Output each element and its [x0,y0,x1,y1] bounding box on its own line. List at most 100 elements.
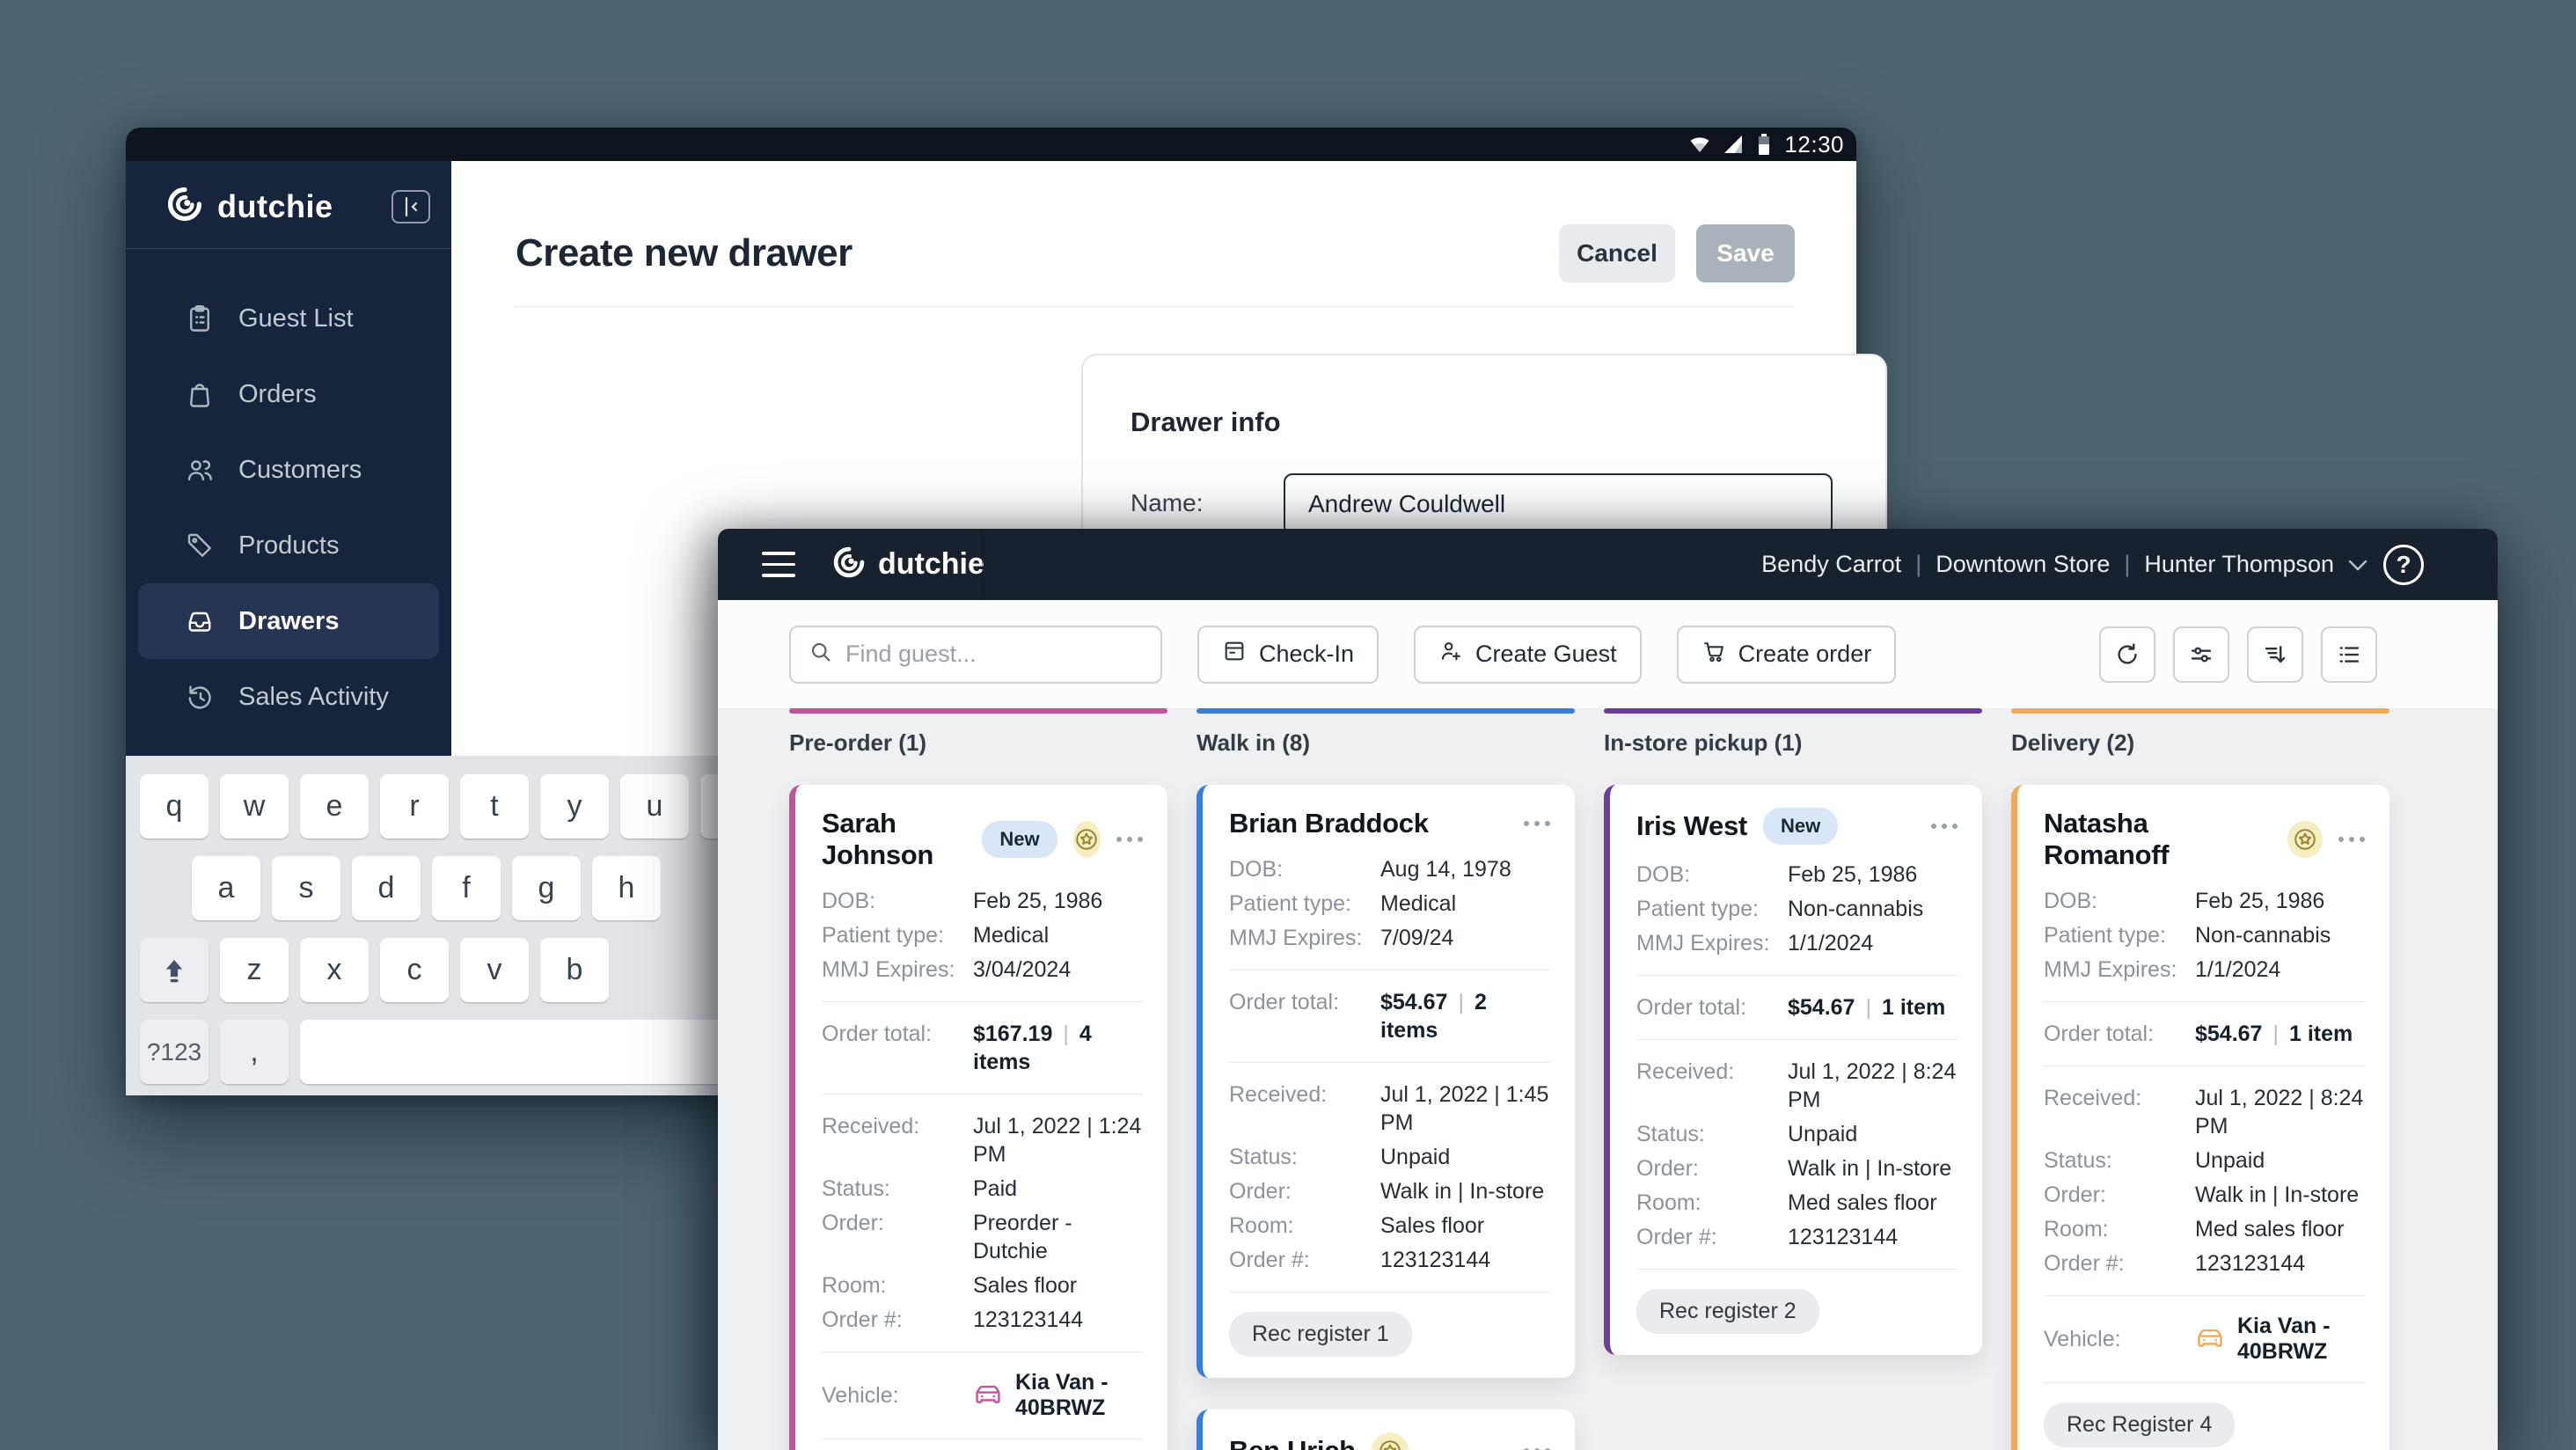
key-r[interactable]: r [380,774,449,839]
key-e[interactable]: e [300,774,369,839]
users-icon [184,454,216,486]
space-key[interactable] [300,1020,757,1084]
guest-field-row: MMJ Expires: 1/1/2024 [2044,956,2365,984]
wifi-icon [1689,135,1710,153]
sidebar-item-customers[interactable]: Customers [138,432,439,508]
field-value: Feb 25, 1986 [973,889,1103,913]
key-t[interactable]: t [460,774,529,839]
create-guest-button[interactable]: Create Guest [1414,625,1642,684]
guest-field-row: Room: Sales floor [822,1271,1143,1300]
sidebar-item-guest-list[interactable]: Guest List [138,281,439,356]
field-value: Feb 25, 1986 [2195,889,2325,913]
key-z[interactable]: z [220,938,289,1002]
help-icon[interactable]: ? [2383,544,2424,585]
page-title: Create new drawer [516,231,853,275]
order-total-value: $54.67 | 1 item [2195,1022,2353,1046]
key-g[interactable]: g [512,856,581,920]
field-label: Order #: [1636,1225,1717,1249]
queue-column-2: Walk in (8) Brian Braddock DOB: Aug 14, 197… [1197,708,1575,1450]
key-c[interactable]: c [380,938,449,1002]
key-b[interactable]: b [540,938,609,1002]
field-value: Jul 1, 2022 | 1:45 PM [1380,1082,1549,1135]
account-breadcrumb[interactable]: Bendy Carrot | Downtown Store | Hunter T… [1761,551,2367,578]
card-menu-icon[interactable] [1524,1448,1550,1450]
card-menu-icon[interactable] [2338,837,2365,842]
shift-icon[interactable] [140,938,209,1002]
check-in-button[interactable]: Check-In [1197,625,1379,684]
key-h[interactable]: h [592,856,661,920]
key-a[interactable]: a [192,856,260,920]
field-label: MMJ Expires: [822,957,955,982]
create-order-button[interactable]: Create order [1676,625,1897,684]
symbols-key[interactable]: ?123 [140,1020,209,1084]
key-w[interactable]: w [220,774,289,839]
list-view-icon[interactable] [2321,626,2377,683]
key-x[interactable]: x [300,938,369,1002]
key-y[interactable]: y [540,774,609,839]
refresh-icon[interactable] [2099,626,2155,683]
register-pill[interactable]: Rec register 1 [1229,1312,1412,1357]
toolbar-icon-group [2099,626,2377,683]
key-s[interactable]: s [272,856,340,920]
card-divider [2044,1295,2365,1296]
field-value: Non-cannabis [2195,923,2331,948]
guest-card[interactable]: Iris West New DOB: Feb 25, 1986 Patient type… [1604,785,1982,1355]
guest-field-row: Status: Unpaid [1229,1143,1550,1171]
card-menu-icon[interactable] [1524,821,1550,826]
key-v[interactable]: v [460,938,529,1002]
save-button[interactable]: Save [1696,224,1795,282]
vehicle-text: Kia Van - 40BRWZ [2237,1314,2331,1364]
key-u[interactable]: u [620,774,689,839]
guest-card[interactable]: Natasha Romanoff DOB: Feb 25, 1986 Patient … [2011,785,2389,1450]
sidebar-item-sales-activity[interactable]: Sales Activity [138,659,439,735]
drawer-icon [184,605,216,637]
guest-card-header: Natasha Romanoff [2044,808,2365,871]
field-label: Received: [2044,1086,2142,1110]
header-divider [982,529,983,600]
key-d[interactable]: d [352,856,421,920]
drawer-name-input[interactable] [1284,473,1833,535]
pos-window: dutchie Bendy Carrot | Downtown Store | … [718,529,2498,1450]
sidebar-item-orders[interactable]: Orders [138,356,439,432]
guest-search[interactable] [789,625,1162,684]
field-label: Room: [1636,1190,1701,1215]
field-value: 1/1/2024 [2195,957,2281,982]
guest-field-row: DOB: Feb 25, 1986 [1636,860,1958,889]
hamburger-icon[interactable] [762,552,795,577]
guest-field-row: Received: Jul 1, 2022 | 8:24 PM [1636,1058,1958,1114]
guest-card-header: Brian Braddock [1229,808,1550,839]
sidebar-nav: Guest List Orders Customers Products Drawers… [126,249,451,810]
sidebar-item-label: Sales Activity [238,682,389,711]
card-divider [822,1351,1143,1352]
sidebar-item-drawers[interactable]: Drawers [138,583,439,659]
search-input[interactable] [845,641,1143,668]
field-label: Status: [1229,1145,1298,1169]
cancel-button[interactable]: Cancel [1559,224,1675,282]
guest-card[interactable]: Brian Braddock DOB: Aug 14, 1978 Patient ty… [1197,785,1575,1378]
sidebar-item-products[interactable]: Products [138,508,439,583]
bag-icon [184,378,216,410]
sidebar-brand: dutchie [217,187,333,224]
field-label: Order: [2044,1183,2106,1207]
panel-collapse-icon[interactable] [392,189,430,223]
guest-card[interactable]: Ben UrichDOB:Sept 13, 1990Patient type:M… [1197,1410,1575,1450]
guest-field-row: Status: Unpaid [1636,1120,1958,1148]
order-total-value: $54.67 | 2 items [1380,990,1487,1043]
card-menu-icon[interactable] [1116,837,1143,842]
card-menu-icon[interactable] [1931,824,1958,829]
field-label: Order total: [2044,1022,2155,1046]
key-q[interactable]: q [140,774,209,839]
guest-field-row: Room: Med sales floor [1636,1189,1958,1217]
field-label: Order total: [1636,995,1747,1020]
sort-descending-icon[interactable] [2247,626,2303,683]
filter-sliders-icon[interactable] [2173,626,2229,683]
van-icon [973,1380,1003,1412]
register-pill[interactable]: Rec Register 4 [2044,1402,2236,1447]
guest-card[interactable]: Sarah Johnson New DOB: Feb 25, 1986 Patient … [789,785,1167,1450]
register-pill[interactable]: Rec register 2 [1636,1289,1819,1334]
status-time: 12:30 [1784,130,1844,157]
field-value: Unpaid [1380,1145,1451,1169]
key-f[interactable]: f [432,856,501,920]
comma-key[interactable]: , [220,1020,289,1084]
queue-column-1: Pre-order (1) Sarah Johnson New DOB: Feb 25,… [789,708,1167,1450]
